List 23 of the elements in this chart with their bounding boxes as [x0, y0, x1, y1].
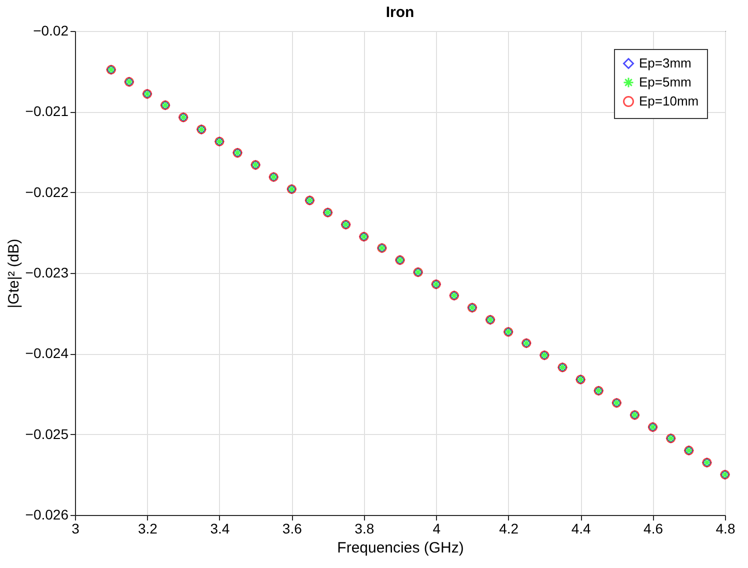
x-tick-label: 4.8 [716, 520, 736, 536]
chart-title: Iron [386, 4, 414, 21]
x-tick-label: 3.4 [210, 520, 230, 536]
legend-label: Ep=3mm [639, 56, 692, 70]
x-axis-title: Frequencies (GHz) [337, 540, 464, 556]
x-tick-label: 4 [432, 520, 441, 536]
y-tick-label: −0.021 [25, 103, 69, 120]
legend-label: Ep=5mm [639, 74, 692, 90]
y-tick-label: −0.025 [25, 426, 69, 442]
x-tick-label: 3.2 [138, 520, 158, 536]
x-tick-label: 3.8 [354, 520, 374, 536]
y-tick-label: −0.024 [25, 345, 69, 362]
x-tick-label: 4.4 [571, 520, 591, 536]
x-tick-label: 4.2 [499, 520, 519, 536]
legend-label: Ep=10mm [639, 94, 699, 108]
y-tick-label: −0.026 [25, 506, 69, 522]
y-tick-label: −0.022 [25, 184, 69, 200]
x-tick-label: 3 [72, 520, 80, 536]
y-tick-label: −0.023 [25, 264, 69, 280]
y-axis-title: |Gte|² (dB) [5, 238, 22, 308]
x-tick-label: 4.6 [644, 520, 664, 536]
x-tick-label: 3.6 [282, 520, 302, 536]
y-tick-label: −0.02 [33, 22, 69, 38]
